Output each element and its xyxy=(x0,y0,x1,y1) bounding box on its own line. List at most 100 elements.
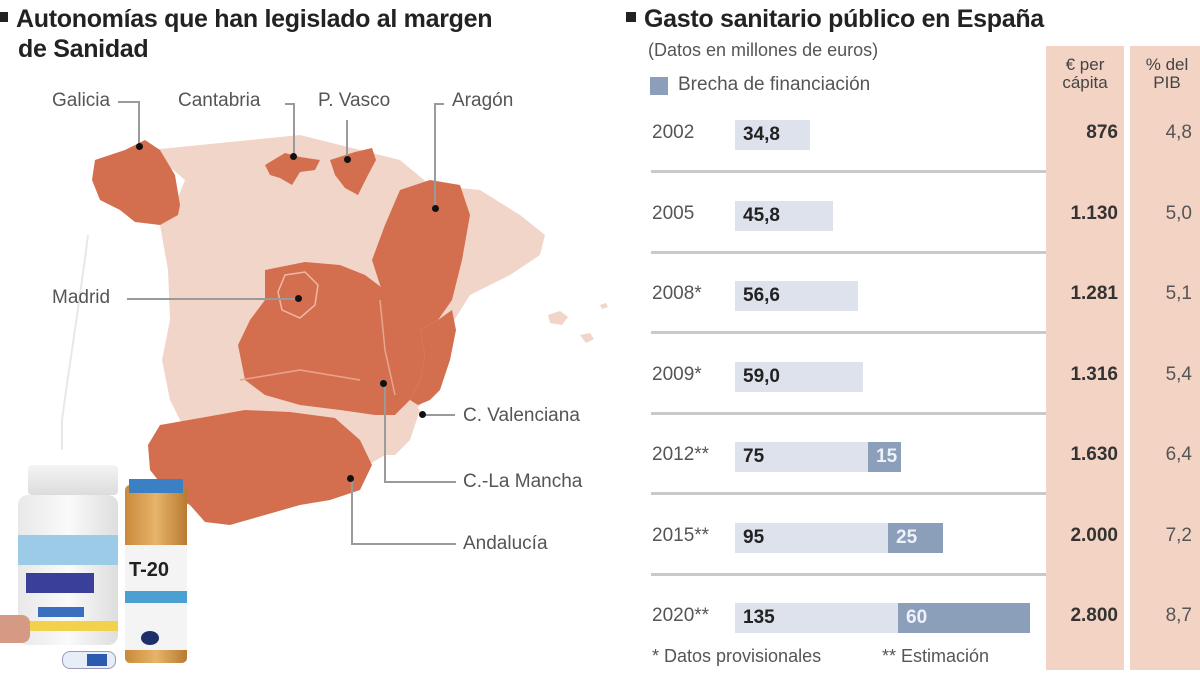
clamancha-marker-icon xyxy=(380,380,387,387)
map-label-cantabria: Cantabria xyxy=(178,90,261,111)
cvalenciana-marker-icon xyxy=(419,411,426,418)
map-label-andalucia: Andalucía xyxy=(463,533,548,554)
row-separator xyxy=(651,411,1046,415)
row-separator xyxy=(651,492,1046,495)
leader-line-madrid xyxy=(127,298,297,300)
year-label: 2015** xyxy=(652,524,710,546)
medicine-illustration: T-20 xyxy=(0,465,200,675)
bar-gasto xyxy=(735,522,888,553)
year-label: 2020** xyxy=(652,605,710,626)
cantabria-marker-icon xyxy=(290,153,297,160)
cell-pib: 5,0 xyxy=(1165,202,1192,224)
bar-label-gasto: 135 xyxy=(743,607,775,628)
footnote-provisional: * Datos provisionales xyxy=(652,646,822,666)
bar-label-gasto: 95 xyxy=(743,526,765,548)
year-label: 2008* xyxy=(652,283,702,304)
cell-pib: 6,4 xyxy=(1165,444,1192,465)
row-separator xyxy=(651,170,1046,173)
bar-gasto xyxy=(735,200,833,231)
leader-line-aragon xyxy=(434,103,444,105)
cell-pib: 5,4 xyxy=(1165,363,1192,385)
pill-icon xyxy=(62,651,116,669)
hand-icon xyxy=(0,615,30,643)
bar-label-brecha: 15 xyxy=(876,446,898,467)
pvasco-marker-icon xyxy=(344,156,351,163)
cell-per-capita: 1.281 xyxy=(1070,283,1118,304)
pill-bottle-cap xyxy=(28,465,118,495)
map-region-cvalenciana xyxy=(410,310,456,405)
leader-line-cvalenciana xyxy=(425,414,455,416)
map-region-andalucia xyxy=(148,410,372,525)
bar-brecha xyxy=(868,442,901,472)
map-title-line2: de Sanidad xyxy=(18,35,149,63)
map-label-clamancha: C.-La Mancha xyxy=(463,471,583,492)
map-label-pvasco: P. Vasco xyxy=(318,90,391,111)
column-pib xyxy=(1130,46,1200,670)
row-separator xyxy=(651,331,1046,334)
map-title: Autonomías que han legislado al margen xyxy=(0,4,492,34)
bar-gasto xyxy=(735,120,810,150)
leader-line-clamancha-h xyxy=(384,481,456,483)
cell-per-capita: 2.800 xyxy=(1070,605,1118,626)
cell-per-capita: 1.630 xyxy=(1070,444,1118,465)
bar-gasto xyxy=(735,603,898,633)
andalucia-marker-icon xyxy=(347,475,354,482)
bar-gasto xyxy=(735,442,868,472)
bar-gasto xyxy=(735,361,863,392)
leader-line-clamancha xyxy=(384,384,386,482)
leader-line-pvasco xyxy=(346,120,348,158)
column-header-pib: % del PIB xyxy=(1145,55,1189,92)
bar-label-gasto: 34,8 xyxy=(743,124,780,145)
legend-swatch-brecha xyxy=(650,77,668,95)
map-label-galicia: Galicia xyxy=(52,90,111,111)
bar-label-gasto: 59,0 xyxy=(743,365,780,387)
galicia-marker-icon xyxy=(136,143,143,150)
leader-line-andalucia xyxy=(351,479,353,544)
bar-label-gasto: 56,6 xyxy=(743,285,780,306)
pill-bottle-icon xyxy=(18,495,118,645)
vial-label: T-20 xyxy=(129,559,170,581)
leader-line-cantabria-v xyxy=(293,103,295,157)
leader-line-aragon-v xyxy=(434,103,436,207)
bar-label-brecha: 60 xyxy=(906,607,928,628)
leader-line-galicia-v xyxy=(138,101,140,147)
column-per-capita xyxy=(1046,46,1124,670)
map-region-cantabria xyxy=(265,153,320,185)
year-label: 2009* xyxy=(652,363,702,385)
bar-label-gasto: 75 xyxy=(743,446,765,467)
year-label: 2012** xyxy=(652,444,710,465)
aragon-marker-icon xyxy=(432,205,439,212)
legend-label-brecha: Brecha de financiación xyxy=(678,74,871,95)
bar-brecha xyxy=(888,522,943,553)
map-region-galicia xyxy=(92,140,180,225)
vial-icon: T-20 xyxy=(125,479,187,663)
cell-per-capita: 2.000 xyxy=(1070,524,1118,546)
map-label-cvalenciana: C. Valenciana xyxy=(463,405,580,426)
bar-label-brecha: 25 xyxy=(896,526,918,548)
leader-line-cantabria xyxy=(285,103,295,105)
chart-subtitle: (Datos en millones de euros) xyxy=(648,40,879,60)
bar-gasto xyxy=(735,281,858,311)
cell-per-capita: 1.130 xyxy=(1070,202,1118,224)
row-separator xyxy=(651,572,1046,576)
bar-label-gasto: 45,8 xyxy=(743,204,780,226)
leader-line-andalucia-h xyxy=(351,543,456,545)
cell-pib: 5,1 xyxy=(1165,283,1192,304)
map-label-aragon: Aragón xyxy=(452,90,514,111)
map-region-aragon xyxy=(372,180,470,330)
title-bullet-icon xyxy=(0,12,8,23)
title-bullet-icon xyxy=(626,12,636,23)
cell-per-capita: 1.316 xyxy=(1070,363,1118,385)
cell-pib: 4,8 xyxy=(1165,122,1192,143)
year-label: 2002 xyxy=(652,122,695,143)
map-region-pvasco xyxy=(330,148,376,195)
leader-line-galicia xyxy=(118,101,138,103)
cell-pib: 7,2 xyxy=(1165,524,1192,546)
madrid-marker-icon xyxy=(295,295,302,302)
map-label-madrid: Madrid xyxy=(52,287,111,308)
year-label: 2005 xyxy=(652,202,695,224)
cell-per-capita: 876 xyxy=(1086,122,1118,143)
chart-title: Gasto sanitario público en España xyxy=(626,4,1044,34)
column-header-per-capita: € per cápita xyxy=(1062,55,1108,92)
